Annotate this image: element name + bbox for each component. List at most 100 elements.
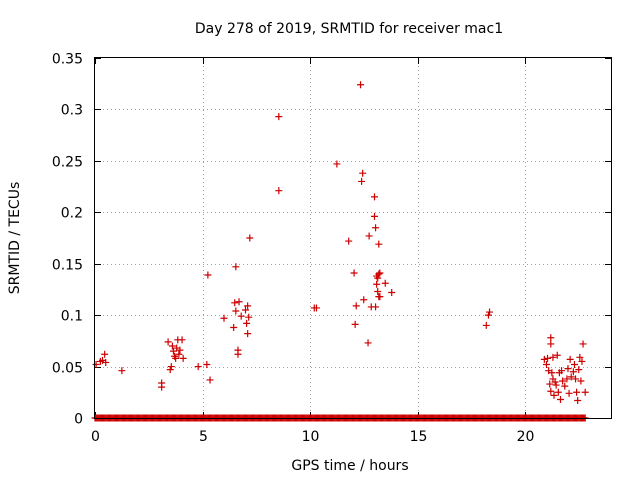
y-tick-label: 0.3 <box>61 103 83 119</box>
data-point-marker <box>551 378 559 386</box>
x-tick-label: 10 <box>302 429 320 445</box>
data-point-marker <box>275 187 283 195</box>
data-point-marker <box>578 357 586 365</box>
data-point-marker <box>175 350 183 358</box>
data-point-marker <box>231 299 239 307</box>
data-point-marker <box>237 312 245 320</box>
data-point-marker <box>364 339 372 347</box>
data-point-marker <box>220 314 228 322</box>
y-tick-label: 0.15 <box>52 258 83 274</box>
data-point-marker <box>559 377 567 385</box>
data-point-marker <box>158 383 166 391</box>
data-point-marker <box>549 353 557 361</box>
data-point-marker <box>548 369 556 377</box>
y-tick-label: 0 <box>74 412 83 428</box>
data-point-marker <box>204 271 212 279</box>
data-point-marker <box>563 375 571 383</box>
data-point-marker <box>101 350 109 358</box>
data-point-marker <box>372 303 380 311</box>
data-point-marker <box>244 330 252 338</box>
data-point-marker <box>167 363 175 371</box>
data-point-marker <box>235 298 243 306</box>
data-point-marker <box>543 361 550 369</box>
data-point-marker <box>178 336 186 344</box>
data-point-marker <box>376 269 384 277</box>
data-point-marker <box>102 358 110 366</box>
data-point-marker <box>567 373 575 381</box>
data-point-marker <box>579 340 587 348</box>
data-points <box>92 81 589 405</box>
y-axis-label: SRMTID / TECUs <box>7 182 23 295</box>
data-point-marker <box>388 289 396 297</box>
y-tick-label: 0.2 <box>61 206 83 222</box>
data-point-marker <box>566 355 574 363</box>
data-point-marker <box>352 302 360 310</box>
data-point-marker <box>565 389 573 397</box>
data-point-marker <box>574 397 582 405</box>
y-tick-label: 0.35 <box>52 52 83 68</box>
data-point-marker <box>547 340 555 348</box>
x-tick-label: 20 <box>517 429 535 445</box>
data-point-marker <box>275 113 283 121</box>
data-point-marker <box>244 302 252 310</box>
data-point-marker <box>544 354 552 362</box>
data-point-marker <box>550 391 558 399</box>
data-point-marker <box>375 270 383 278</box>
data-point-marker <box>375 240 383 248</box>
y-tick-label: 0.1 <box>61 309 83 325</box>
data-point-marker <box>242 306 249 314</box>
data-point-marker <box>547 387 555 395</box>
data-point-marker <box>553 351 561 359</box>
grid-lines <box>95 58 611 418</box>
data-point-marker <box>350 269 358 277</box>
data-point-marker <box>540 355 548 363</box>
data-point-marker <box>552 381 560 389</box>
data-point-marker <box>166 366 174 374</box>
data-point-marker <box>561 382 569 390</box>
data-point-marker <box>482 321 490 329</box>
data-point-marker <box>581 388 589 396</box>
data-point-marker <box>118 367 126 375</box>
data-point-marker <box>576 353 584 361</box>
data-point-marker <box>234 350 242 358</box>
data-point-marker <box>556 395 564 403</box>
x-tick-label: 0 <box>91 429 100 445</box>
y-tick-label: 0.25 <box>52 155 83 171</box>
data-point-marker <box>232 307 240 315</box>
data-point-marker <box>373 280 381 288</box>
data-point-marker <box>371 212 378 220</box>
data-point-marker <box>359 169 367 177</box>
data-point-marker <box>371 193 378 201</box>
data-point-marker <box>381 279 389 287</box>
data-point-marker <box>546 380 554 388</box>
data-point-marker <box>569 368 577 376</box>
data-point-marker <box>558 367 566 375</box>
data-point-marker <box>365 232 373 240</box>
data-point-marker <box>376 293 384 301</box>
data-point-marker <box>245 313 253 321</box>
data-point-marker <box>246 234 254 242</box>
data-point-marker <box>360 296 368 304</box>
data-point-marker <box>564 365 572 373</box>
data-point-marker <box>357 81 365 89</box>
x-tick-label: 15 <box>410 429 428 445</box>
data-point-marker <box>372 224 380 232</box>
data-point-marker <box>554 388 562 396</box>
data-point-marker <box>232 263 240 271</box>
data-point-marker <box>164 338 172 346</box>
data-point-marker <box>172 354 180 362</box>
data-point-marker <box>374 274 382 282</box>
data-point-marker <box>203 361 211 369</box>
data-point-marker <box>333 160 341 168</box>
data-point-marker <box>374 287 382 295</box>
data-point-marker <box>312 304 320 312</box>
data-point-marker <box>577 377 585 385</box>
y-tick-label: 0.05 <box>52 361 83 377</box>
data-point-marker <box>345 237 353 245</box>
x-axis-label: GPS time / hours <box>291 458 408 474</box>
data-point-marker <box>573 388 581 396</box>
data-point-marker <box>575 366 583 374</box>
data-point-marker <box>358 177 366 185</box>
